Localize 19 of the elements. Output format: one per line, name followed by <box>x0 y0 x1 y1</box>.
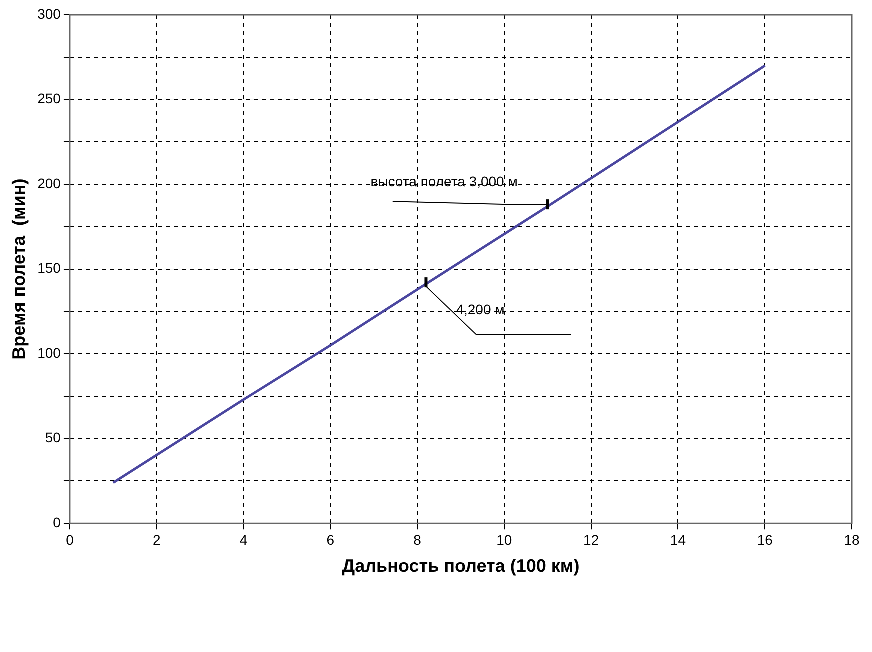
y-tick-label: 200 <box>38 175 62 192</box>
x-tick-label: 16 <box>757 532 774 548</box>
y-tick-label: 0 <box>53 514 62 530</box>
x-tick-label: 6 <box>326 532 335 548</box>
x-tick-label: 0 <box>66 532 74 548</box>
y-tick-label: 50 <box>45 430 62 446</box>
y-tick-label: 250 <box>38 90 62 107</box>
x-tick-label: 2 <box>152 532 161 548</box>
x-axis-title: Дальность полета (100 км) <box>342 556 580 576</box>
x-tick-label: 10 <box>496 532 512 548</box>
y-tick-label: 100 <box>38 344 62 361</box>
x-tick-label: 18 <box>844 532 860 548</box>
x-tick-label: 14 <box>670 532 686 548</box>
x-tick-label: 4 <box>240 532 248 548</box>
x-tick-label: 12 <box>584 532 600 548</box>
y-tick-label: 150 <box>38 260 62 276</box>
x-tick-label: 8 <box>414 532 422 548</box>
y-axis-title: Время полета (мин) <box>8 178 29 360</box>
y-tick-label: 300 <box>38 6 62 22</box>
